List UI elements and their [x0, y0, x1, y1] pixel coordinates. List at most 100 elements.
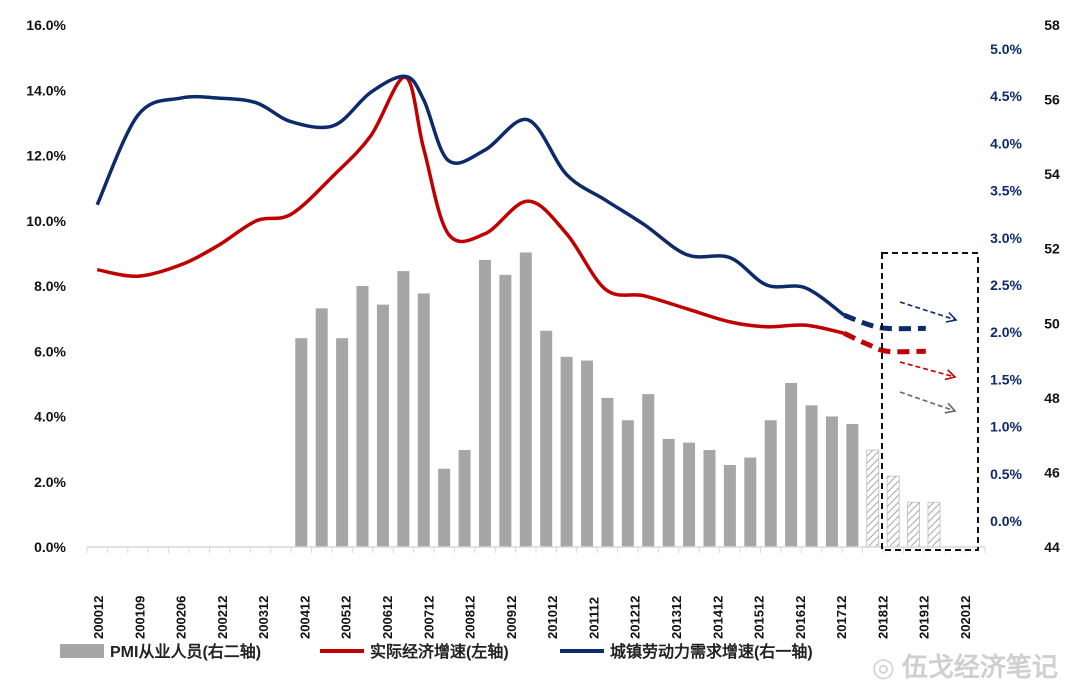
x-tick-label: 200512 [339, 596, 354, 639]
pmi-bar [662, 438, 675, 547]
forecast-annotation [881, 252, 979, 551]
x-tick-label: 201112 [586, 597, 601, 639]
pmi-bar [315, 308, 328, 547]
pmi-bar [540, 330, 553, 547]
x-tick-label: 200012 [91, 596, 106, 639]
legend-label: 实际经济增速(左轴) [370, 642, 509, 661]
forecast-arrow-navy [899, 301, 958, 323]
pmi-bar [621, 420, 634, 547]
right-axis-2-label: 58 [1044, 17, 1060, 33]
right-axis-1-label: 3.0% [990, 230, 1022, 246]
pmi-bar [478, 259, 491, 547]
gdp-growth-line [96, 75, 845, 336]
watermark: ◎ 伍戈经济笔记 [872, 652, 1058, 682]
pmi-bar [703, 450, 716, 547]
x-tick-label: 200109 [132, 596, 147, 639]
pmi-bar [438, 468, 451, 547]
pmi-bar [601, 397, 614, 547]
right-axis-2-label: 52 [1044, 241, 1060, 257]
x-tick-label: 200812 [463, 596, 478, 639]
pmi-bar [642, 394, 655, 547]
right-axis-1-label: 0.5% [990, 466, 1022, 482]
pmi-bar [295, 338, 308, 547]
pmi-bar [499, 274, 512, 547]
right-axis-2-label: 46 [1044, 464, 1060, 480]
pmi-bar [683, 442, 696, 547]
x-tick-label: 201812 [875, 596, 890, 639]
gdp-growth-forecast-line [843, 331, 926, 355]
right-axis-1-label: 1.0% [990, 419, 1022, 435]
left-axis-label: 4.0% [34, 409, 66, 425]
x-tick-label: 201912 [917, 596, 932, 639]
right-axis-1-label: 4.0% [990, 135, 1022, 151]
left-axis-label: 10.0% [26, 213, 66, 229]
bars-layer [295, 252, 941, 548]
pmi-forecast-bar [907, 501, 920, 548]
legend-label: 城镇劳动力需求增速(右一轴) [610, 642, 813, 661]
x-tick-label: 201412 [710, 596, 725, 639]
pmi-bar [397, 271, 410, 547]
forecast-arrow-red [899, 361, 957, 381]
left-axis-label: 16.0% [26, 17, 66, 33]
pmi-bar [417, 293, 430, 547]
x-tick-label: 200212 [215, 596, 230, 639]
right-axis-1-label: 0.0% [990, 513, 1022, 529]
left-axis-label: 6.0% [34, 343, 66, 359]
x-tick-label: 200612 [380, 596, 395, 639]
right-axis-1-label: 3.5% [990, 183, 1022, 199]
pmi-bar [764, 420, 777, 547]
right-axis-2-label: 56 [1044, 92, 1060, 108]
x-tick-label: 200412 [297, 596, 312, 639]
x-tick-label: 200712 [421, 596, 436, 639]
x-tick-label: 201512 [752, 596, 767, 639]
left-axis-label: 12.0% [26, 148, 66, 164]
x-tick-label: 200312 [256, 596, 271, 639]
x-tick-label: 201312 [669, 596, 684, 639]
pmi-bar [458, 450, 471, 547]
pmi-bar [805, 405, 818, 547]
pmi-bar [560, 356, 573, 547]
x-tick-label: 201712 [834, 596, 849, 639]
right-axis-1-label: 5.0% [990, 41, 1022, 57]
pmi-forecast-bar [927, 501, 941, 548]
pmi-bar [723, 464, 736, 547]
left-axis-label: 2.0% [34, 474, 66, 490]
axes-layer: 200012 200109 200206 200212 200312 200412 2005… [26, 17, 1060, 639]
pmi-bar [846, 423, 859, 547]
right-axis-1-label: 2.0% [990, 324, 1022, 340]
x-tick-label: 202012 [958, 596, 973, 639]
pmi-forecast-bar [866, 449, 880, 548]
legend: PMI从业人员(右二轴) 实际经济增速(左轴) 城镇劳动力需求增速(右一轴) [60, 642, 813, 661]
lines-layer [95, 74, 926, 355]
labor-demand-line [95, 74, 846, 317]
left-axis-label: 14.0% [26, 82, 66, 98]
right-axis-1-label: 1.5% [990, 371, 1022, 387]
x-tick-label: 201012 [545, 596, 560, 639]
pmi-forecast-bar [886, 475, 900, 548]
right-axis-1-label: 4.5% [990, 88, 1022, 104]
legend-label: PMI从业人员(右二轴) [110, 642, 261, 661]
right-axis-2-label: 44 [1044, 539, 1060, 555]
legend-swatch-pmi [60, 644, 104, 658]
pmi-bar [581, 360, 594, 547]
x-tick-label: 200206 [174, 596, 189, 639]
pmi-bar [825, 416, 838, 547]
forecast-box [881, 252, 979, 551]
right-axis-2-label: 54 [1044, 166, 1060, 182]
right-axis-1-label: 2.5% [990, 277, 1022, 293]
pmi-bar [744, 457, 757, 547]
right-axis-2-label: 48 [1044, 390, 1060, 406]
left-axis-label: 0.0% [34, 539, 66, 555]
x-tick-label: 200912 [504, 596, 519, 639]
forecast-arrow-gray [899, 391, 957, 414]
x-tick-label: 201212 [628, 596, 643, 639]
pmi-bar [376, 304, 389, 547]
left-axis-label: 8.0% [34, 278, 66, 294]
right-axis-2-label: 50 [1044, 315, 1060, 331]
pmi-bar [356, 286, 369, 547]
pmi-bar [785, 382, 798, 547]
pmi-bar [336, 338, 349, 547]
x-tick-label: 201612 [793, 596, 808, 639]
labor-demand-forecast-line [843, 312, 926, 332]
